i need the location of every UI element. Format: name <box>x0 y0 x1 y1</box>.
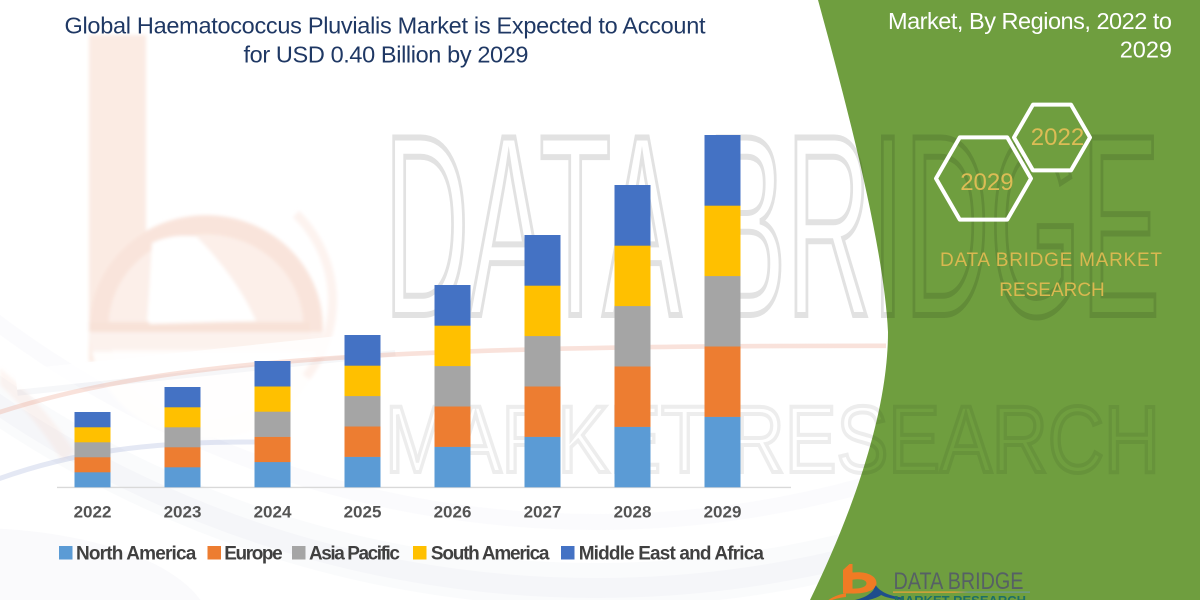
svg-text:2029: 2029 <box>960 169 1013 196</box>
svg-text:2022: 2022 <box>74 503 112 522</box>
svg-text:MARKET RESEARCH: MARKET RESEARCH <box>894 594 1026 600</box>
svg-text:North America: North America <box>76 544 197 565</box>
svg-text:2022: 2022 <box>1031 124 1084 151</box>
svg-text:2024: 2024 <box>254 503 292 522</box>
svg-text:RESEARCH: RESEARCH <box>999 280 1105 301</box>
svg-text:MARKET RESEARCH: MARKET RESEARCH <box>385 387 1160 493</box>
svg-text:2027: 2027 <box>524 503 562 522</box>
svg-text:2029: 2029 <box>704 503 742 522</box>
svg-text:2026: 2026 <box>434 503 472 522</box>
svg-text:DATA BRIDGE MARKET: DATA BRIDGE MARKET <box>940 250 1162 271</box>
svg-text:Middle East and Africa: Middle East and Africa <box>579 544 765 565</box>
svg-text:2025: 2025 <box>344 503 382 522</box>
svg-text:South America: South America <box>431 544 550 565</box>
svg-text:2028: 2028 <box>614 503 652 522</box>
svg-text:2023: 2023 <box>164 503 202 522</box>
svg-text:Asia Pacific: Asia Pacific <box>309 544 400 565</box>
svg-text:2029: 2029 <box>1120 37 1172 63</box>
svg-text:Global Haematococcus Pluvialis: Global Haematococcus Pluvialis Market is… <box>65 13 706 39</box>
svg-text:Europe: Europe <box>224 544 283 565</box>
svg-text:Market, By Regions, 2022 to: Market, By Regions, 2022 to <box>888 8 1172 34</box>
svg-text:DATA BRIDGE: DATA BRIDGE <box>894 568 1024 595</box>
svg-text:for USD 0.40 Billion by 2029: for USD 0.40 Billion by 2029 <box>244 42 529 68</box>
